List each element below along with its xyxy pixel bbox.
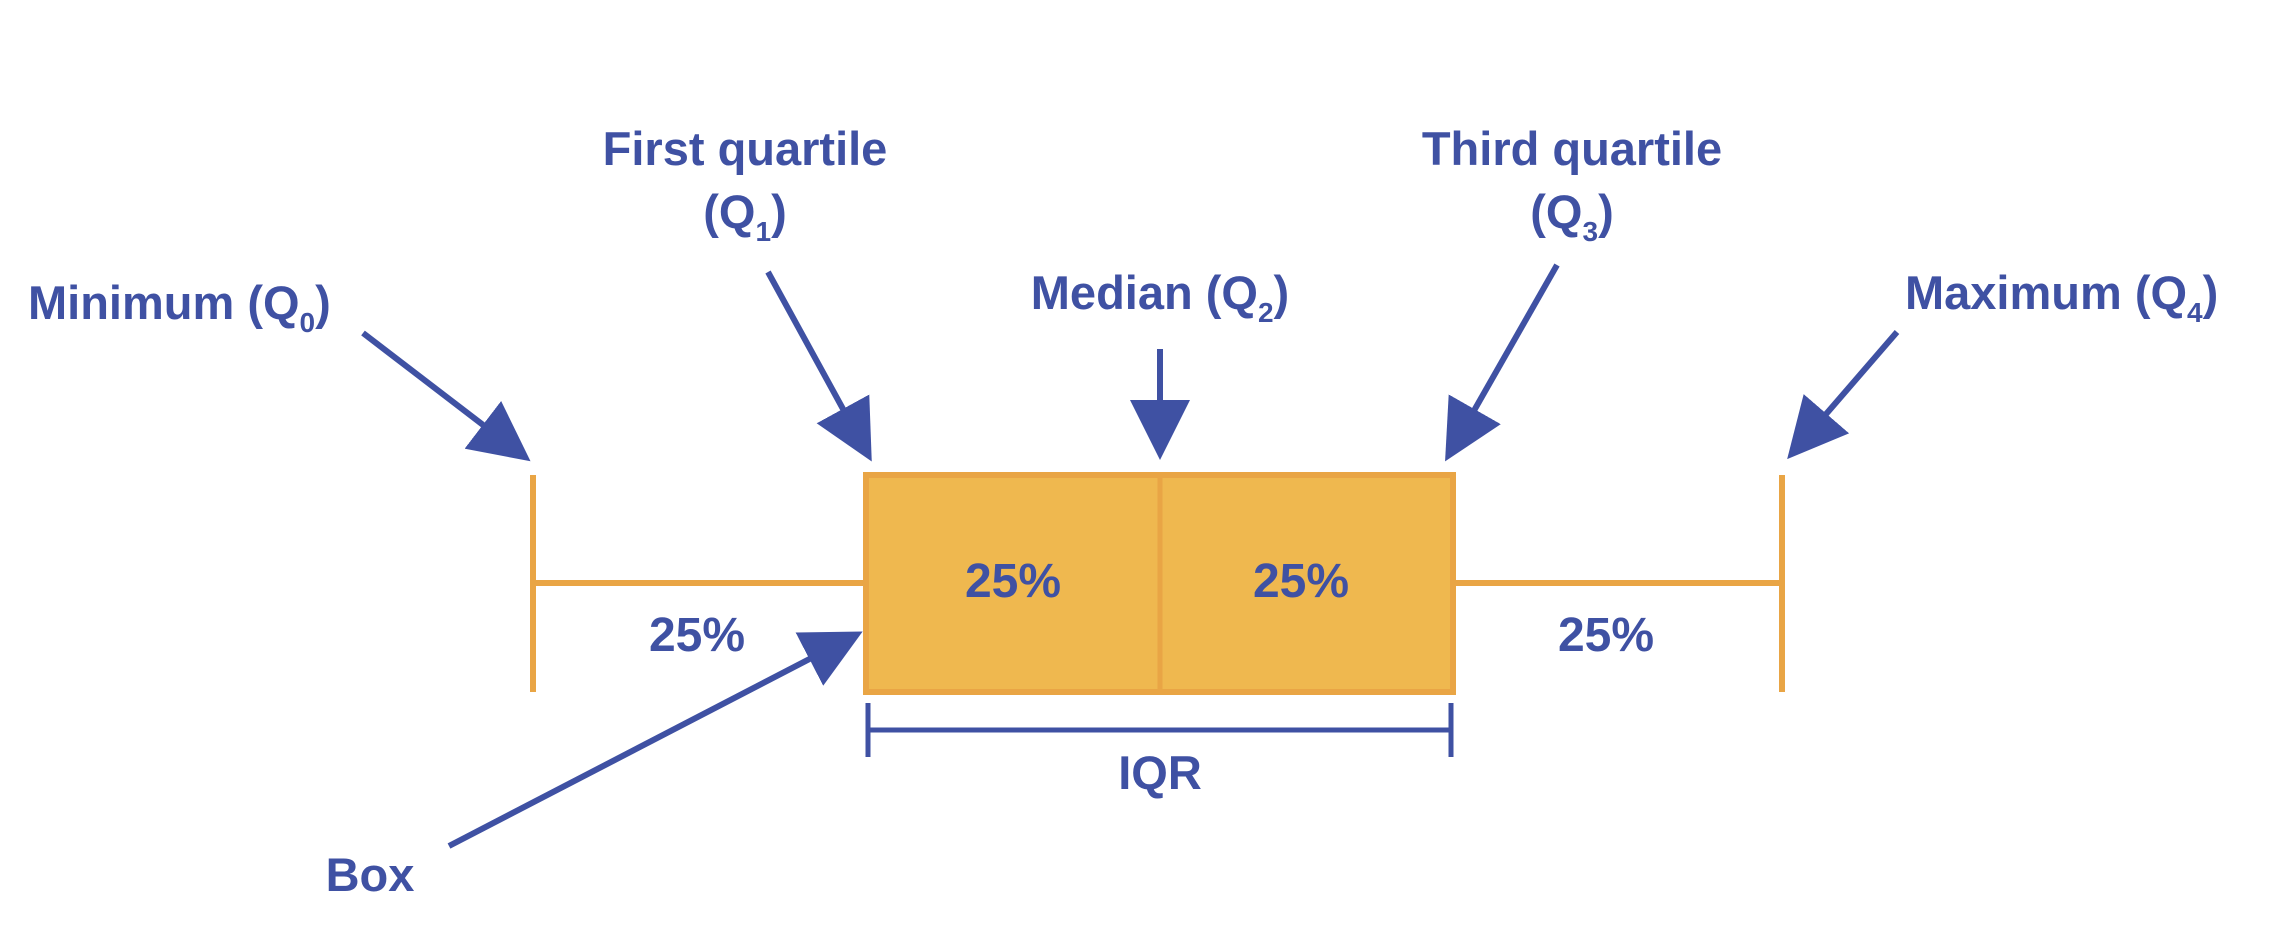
maximum-arrow: [1787, 330, 1900, 460]
upper-whisker: [1453, 475, 1785, 692]
third-quartile-label-line1: Third quartile: [1422, 122, 1722, 175]
box-label: Box: [326, 848, 415, 901]
third-quartile-arrow: [1445, 263, 1560, 462]
first-quartile-arrow: [765, 270, 872, 462]
median-label: Median (Q2): [1031, 266, 1289, 328]
first-quartile-label-line2: (Q1): [703, 185, 786, 247]
upper-box-percent: 25%: [1253, 555, 1349, 608]
lower-whisker: [530, 475, 866, 692]
first-quartile-label-line1: First quartile: [603, 122, 888, 175]
iqr-label: IQR: [1118, 746, 1202, 799]
minimum-label: Minimum (Q0): [28, 276, 331, 338]
lower-box-percent: 25%: [965, 555, 1061, 608]
maximum-label: Maximum (Q4): [1905, 266, 2218, 328]
third-quartile-label-line2: (Q3): [1530, 185, 1613, 247]
lower-whisker-percent: 25%: [649, 609, 745, 662]
iqr-bracket: [865, 703, 1454, 757]
upper-whisker-percent: 25%: [1558, 609, 1654, 662]
minimum-arrow: [361, 330, 531, 462]
box-arrow: [447, 631, 863, 849]
